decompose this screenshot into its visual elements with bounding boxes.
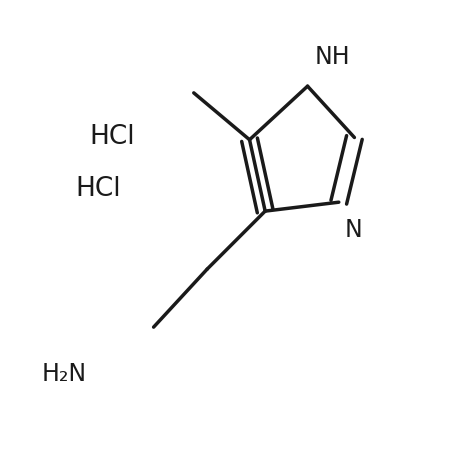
Text: HCl: HCl [76,176,121,202]
Text: HCl: HCl [89,124,135,150]
Text: NH: NH [314,45,350,69]
Text: N: N [345,218,362,242]
Text: H₂N: H₂N [42,362,87,386]
